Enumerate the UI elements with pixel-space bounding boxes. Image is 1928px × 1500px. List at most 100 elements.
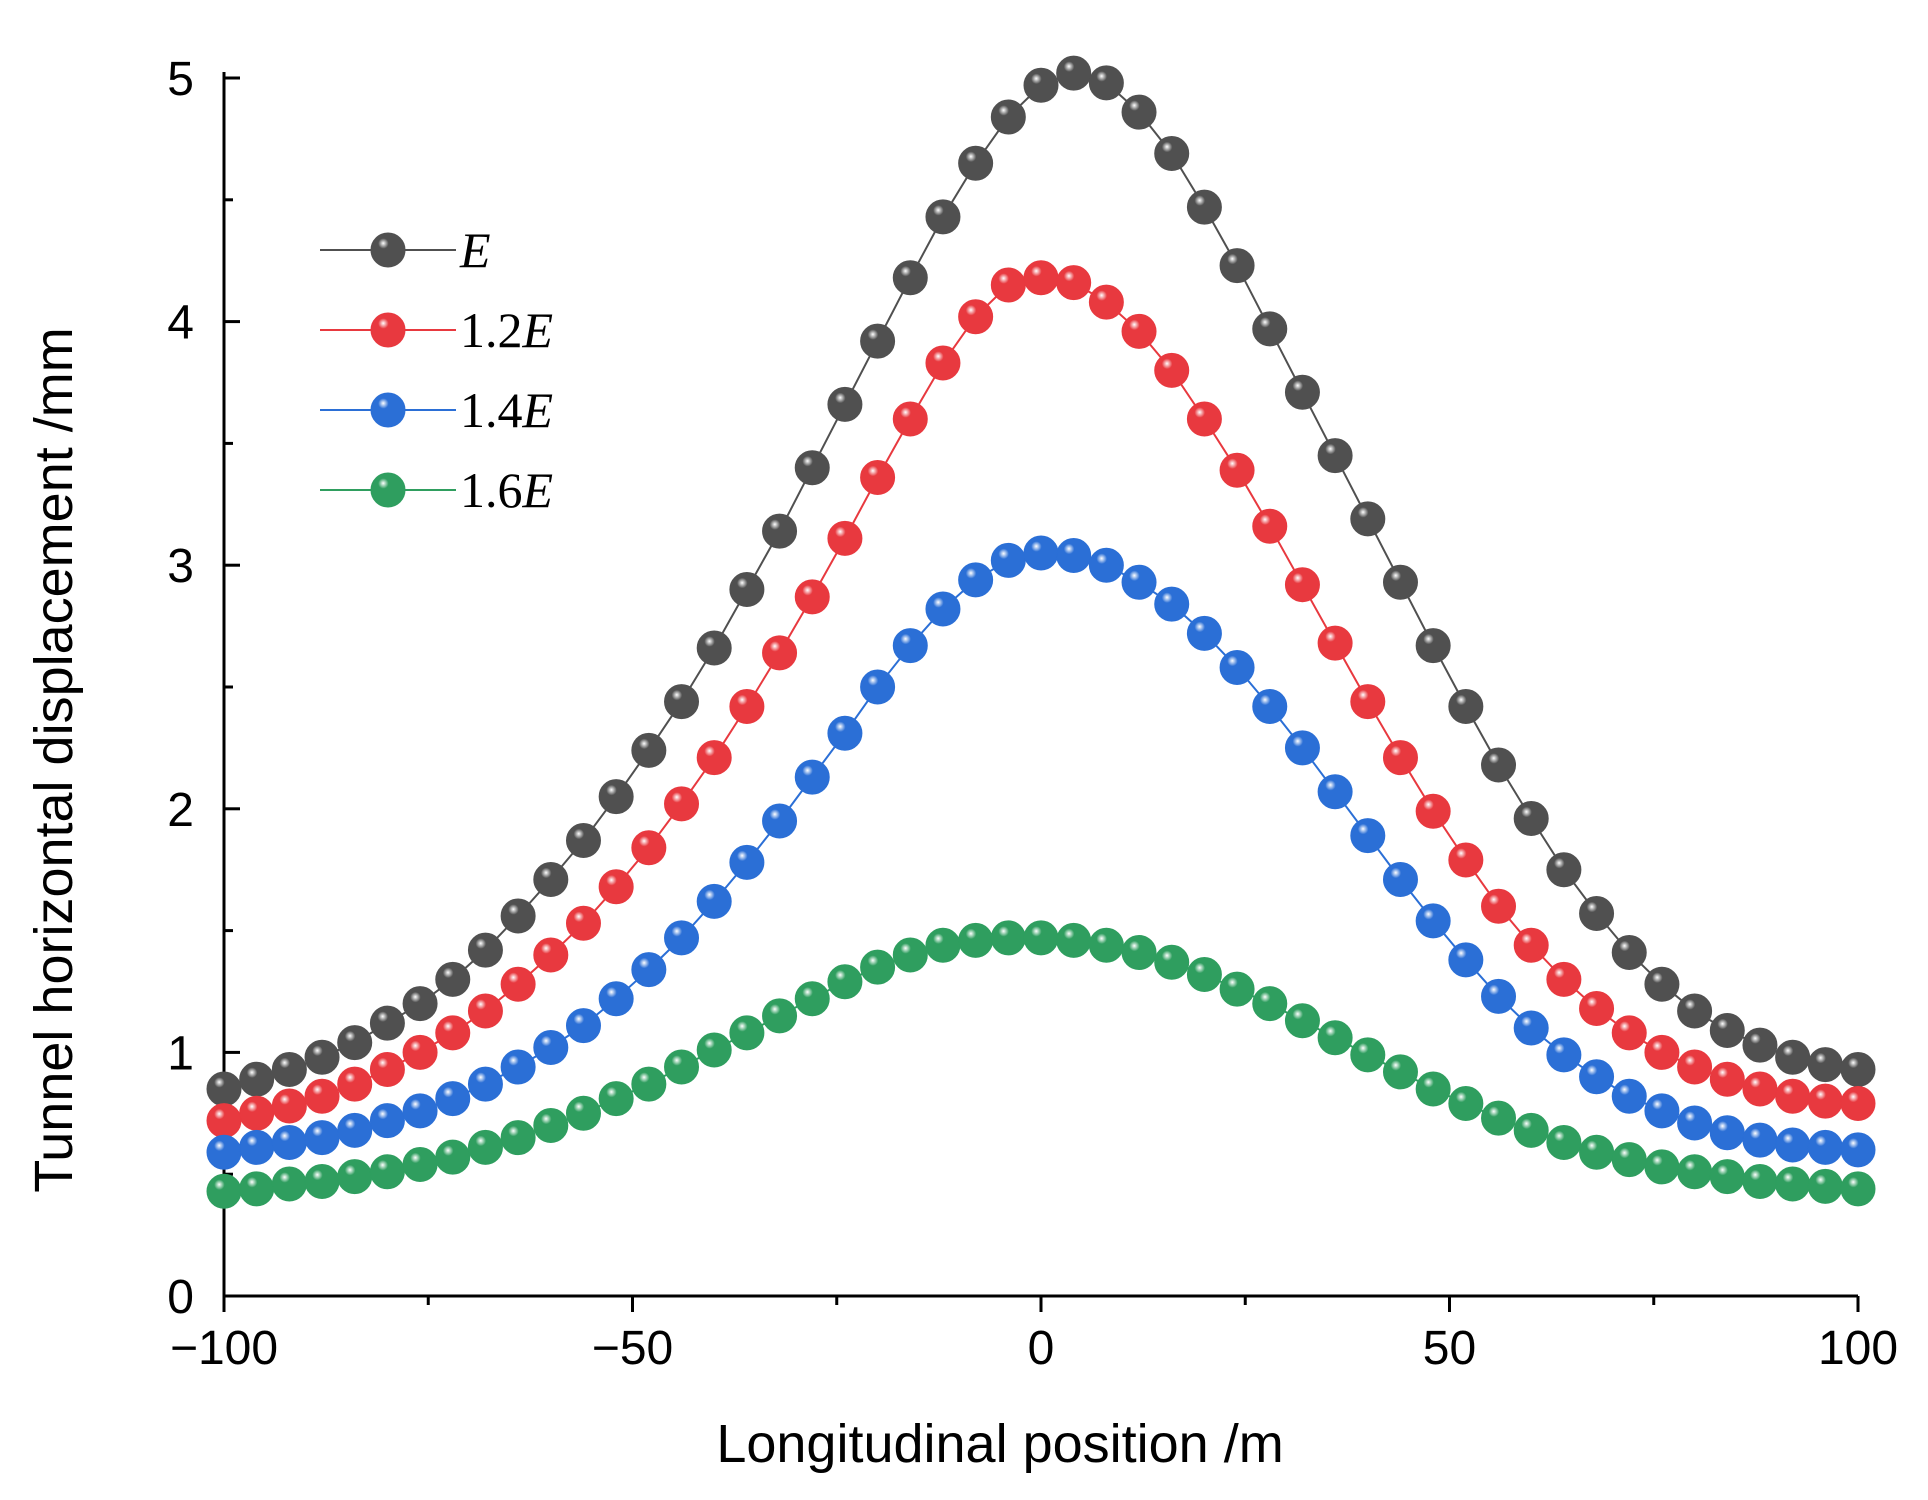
data-point (1219, 248, 1255, 284)
data-point (1056, 922, 1092, 958)
data-point (1186, 401, 1222, 437)
data-point (1154, 586, 1190, 622)
data-point (1284, 730, 1320, 766)
data-point (664, 786, 700, 822)
legend-item: 1.2E (320, 302, 553, 358)
data-point (271, 1088, 307, 1124)
legend: E 1.2E 1.4E 1.6E (320, 222, 553, 518)
data-point (892, 937, 928, 973)
data-point (696, 1032, 732, 1068)
data-point (206, 1134, 242, 1170)
data-point (1088, 547, 1124, 583)
plot-area (206, 55, 1876, 1209)
data-point (1579, 1059, 1615, 1095)
data-point (1677, 1154, 1713, 1190)
data-point (1448, 688, 1484, 724)
data-point (925, 199, 961, 235)
data-point (990, 920, 1026, 956)
data-point (958, 562, 994, 598)
data-point (1186, 956, 1222, 992)
data-point (271, 1051, 307, 1087)
data-point (565, 1095, 601, 1131)
axes: −100 −50 0 50 100 0 1 2 3 4 5 (167, 53, 1898, 1375)
data-point (337, 1159, 373, 1195)
data-point (1611, 1078, 1647, 1114)
data-point (1546, 1037, 1582, 1073)
data-point (762, 635, 798, 671)
data-point (958, 299, 994, 335)
data-point (467, 1129, 503, 1165)
data-point (565, 1008, 601, 1044)
data-point (435, 1015, 471, 1051)
data-point (337, 1066, 373, 1102)
data-point (500, 966, 536, 1002)
data-point (1088, 284, 1124, 320)
data-point (1088, 65, 1124, 101)
legend-label: E (459, 222, 491, 278)
data-point (1709, 1159, 1745, 1195)
data-point (467, 993, 503, 1029)
data-point (925, 927, 961, 963)
data-point (1742, 1071, 1778, 1107)
data-point (1350, 501, 1386, 537)
data-point (827, 386, 863, 422)
data-point (860, 323, 896, 359)
data-point (762, 513, 798, 549)
data-point (1513, 927, 1549, 963)
data-point (1513, 1112, 1549, 1148)
data-point (271, 1125, 307, 1161)
data-point (1709, 1115, 1745, 1151)
data-point (598, 981, 634, 1017)
data-point (762, 998, 798, 1034)
data-point (1382, 564, 1418, 600)
data-point (1219, 452, 1255, 488)
data-point (1121, 935, 1157, 971)
data-point (1448, 842, 1484, 878)
data-point (1317, 625, 1353, 661)
data-point (1154, 136, 1190, 172)
data-point (1579, 1134, 1615, 1170)
data-point (1644, 1034, 1680, 1070)
legend-marker (370, 232, 406, 268)
data-point (1219, 650, 1255, 686)
legend-label: 1.2E (460, 302, 553, 358)
data-point (1448, 1086, 1484, 1122)
data-point (435, 961, 471, 997)
data-point (435, 1081, 471, 1117)
data-point (369, 1103, 405, 1139)
data-point (1742, 1122, 1778, 1158)
data-point (1611, 935, 1647, 971)
data-point (1252, 311, 1288, 347)
data-point (1742, 1164, 1778, 1200)
data-point (892, 628, 928, 664)
data-point (860, 460, 896, 496)
data-point (467, 932, 503, 968)
data-point (827, 520, 863, 556)
data-point (1807, 1129, 1843, 1165)
data-point (533, 1107, 569, 1143)
data-point (1775, 1078, 1811, 1114)
data-point (1415, 903, 1451, 939)
series-1-2E (206, 260, 1876, 1139)
data-point (337, 1025, 373, 1061)
data-point (1415, 628, 1451, 664)
data-point (239, 1171, 275, 1207)
legend-marker (370, 472, 406, 508)
data-point (1775, 1039, 1811, 1075)
data-point (1611, 1015, 1647, 1051)
data-point (304, 1039, 340, 1075)
data-point (1677, 1105, 1713, 1141)
data-point (565, 905, 601, 941)
data-point (500, 898, 536, 934)
data-point (1481, 978, 1517, 1014)
legend-item: 1.6E (320, 462, 553, 518)
data-point (598, 1081, 634, 1117)
data-point (1252, 508, 1288, 544)
data-point (1579, 896, 1615, 932)
series-1-4E (206, 535, 1876, 1170)
data-point (467, 1066, 503, 1102)
data-point (1284, 374, 1320, 410)
data-point (369, 1051, 405, 1087)
data-point (1023, 67, 1059, 103)
data-point (631, 952, 667, 988)
